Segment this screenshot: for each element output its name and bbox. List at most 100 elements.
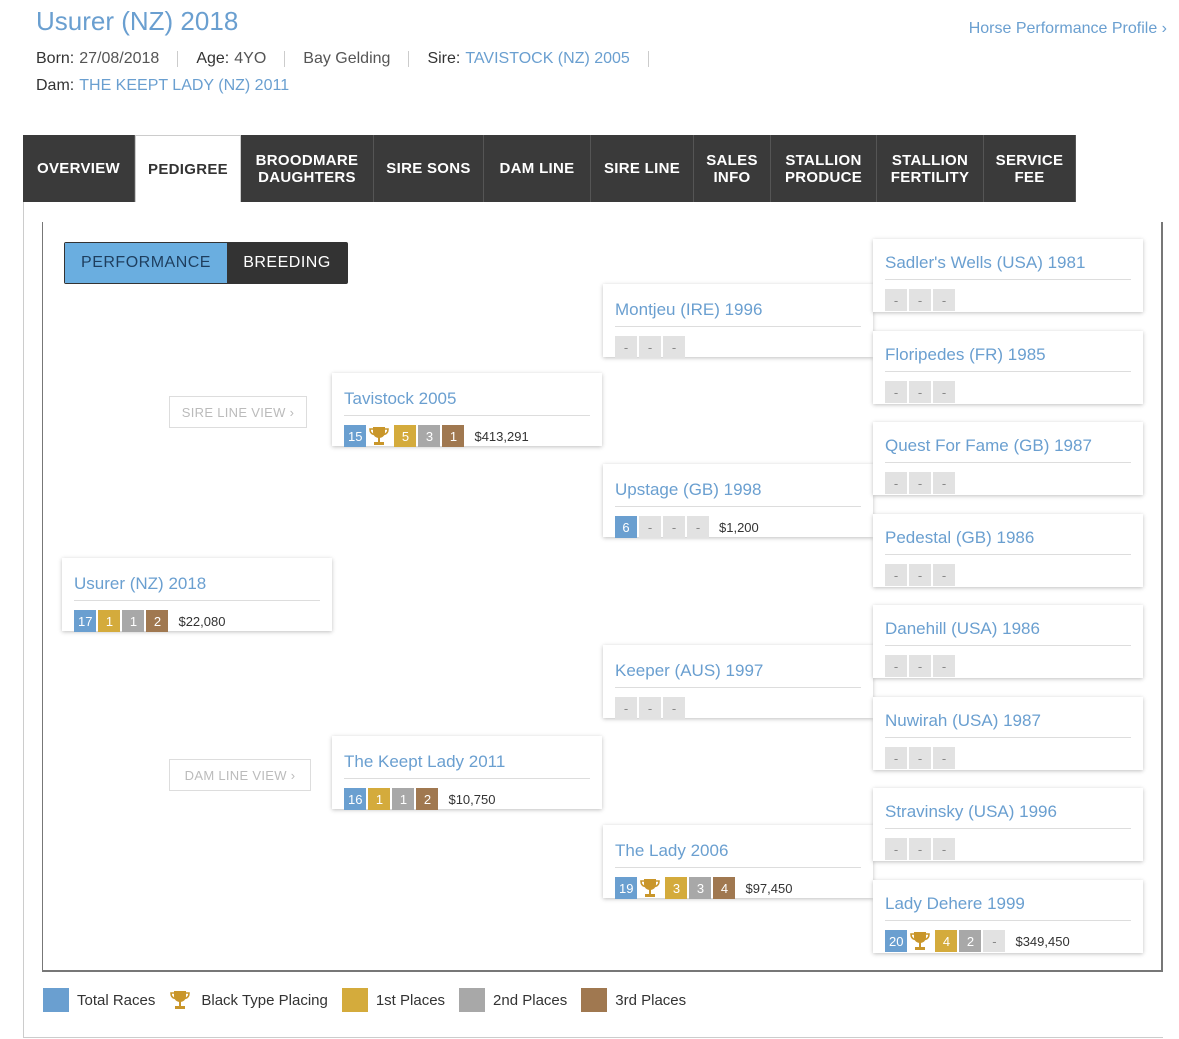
tab-broodmare-daughters[interactable]: BROODMARE DAUGHTERS bbox=[241, 135, 374, 202]
pedigree-card-dss[interactable]: Danehill (USA) 1986 - - - bbox=[873, 605, 1143, 678]
first-places-badge: - bbox=[909, 747, 931, 769]
horse-name[interactable]: Pedestal (GB) 1986 bbox=[885, 514, 1131, 555]
race-stats: 16 1 1 2 $10,750 bbox=[344, 788, 590, 810]
horse-name[interactable]: Tavistock 2005 bbox=[344, 373, 590, 416]
third-places-badge: - bbox=[687, 516, 709, 538]
horse-name[interactable]: The Lady 2006 bbox=[615, 825, 861, 868]
first-places-badge: 1 bbox=[368, 788, 391, 810]
horse-name[interactable]: The Keept Lady 2011 bbox=[344, 736, 590, 779]
horse-name[interactable]: Lady Dehere 1999 bbox=[885, 880, 1131, 921]
third-places-badge: - bbox=[983, 930, 1006, 952]
first-places-badge: - bbox=[909, 838, 931, 860]
first-places-badge: - bbox=[909, 655, 931, 677]
horse-name[interactable]: Keeper (AUS) 1997 bbox=[615, 645, 861, 688]
pedigree-card-sire-sire[interactable]: Montjeu (IRE) 1996 - - - bbox=[603, 284, 873, 358]
race-stats: - - - bbox=[885, 838, 1131, 860]
race-stats: 6 - - - $1,200 bbox=[615, 516, 861, 538]
trophy-icon bbox=[909, 930, 931, 952]
total-races-badge: 16 bbox=[344, 788, 367, 810]
tab-dam-line[interactable]: DAM LINE bbox=[484, 135, 591, 202]
race-stats: 15 5 3 1 $413,291 bbox=[344, 425, 590, 447]
tab-pedigree[interactable]: PEDIGREE bbox=[135, 135, 241, 202]
dam-line-view-button[interactable]: DAM LINE VIEW › bbox=[169, 759, 311, 791]
race-stats: - - - bbox=[885, 381, 1131, 403]
pedigree-card-dam-sire[interactable]: Keeper (AUS) 1997 - - - bbox=[603, 645, 873, 719]
horse-name[interactable]: Upstage (GB) 1998 bbox=[615, 464, 861, 507]
horse-name[interactable]: Sadler's Wells (USA) 1981 bbox=[885, 239, 1131, 280]
total-races-badge: - bbox=[885, 381, 907, 403]
prize-money: $22,080 bbox=[178, 613, 226, 629]
second-places-badge: - bbox=[933, 747, 955, 769]
second-places-badge: 3 bbox=[689, 877, 712, 899]
second-places-badge: 2 bbox=[959, 930, 982, 952]
performance-toggle-button[interactable]: PERFORMANCE bbox=[65, 243, 227, 283]
second-places-badge: - bbox=[933, 564, 955, 586]
pedigree-card-sds[interactable]: Quest For Fame (GB) 1987 - - - bbox=[873, 422, 1143, 495]
pedigree-card-sdd[interactable]: Pedestal (GB) 1986 - - - bbox=[873, 514, 1143, 587]
total-races-badge: 6 bbox=[615, 516, 637, 538]
first-places-badge: - bbox=[909, 289, 931, 311]
race-stats: - - - bbox=[615, 697, 861, 719]
page-title: Usurer (NZ) 2018 bbox=[36, 6, 239, 36]
prize-money: $349,450 bbox=[1015, 933, 1070, 949]
tab-stallion-produce[interactable]: STALLION PRODUCE bbox=[771, 135, 877, 202]
pedigree-card-self[interactable]: Usurer (NZ) 2018 17 1 1 2 $22,080 bbox=[62, 558, 332, 632]
tab-sire-sons[interactable]: SIRE SONS bbox=[374, 135, 484, 202]
pedigree-card-dds[interactable]: Stravinsky (USA) 1996 - - - bbox=[873, 788, 1143, 861]
first-places-badge: 5 bbox=[394, 425, 417, 447]
pedigree-card-ssd[interactable]: Floripedes (FR) 1985 - - - bbox=[873, 331, 1143, 404]
pedigree-card-dsd[interactable]: Nuwirah (USA) 1987 - - - bbox=[873, 697, 1143, 770]
dam-link[interactable]: THE KEEPT LADY (NZ) 2011 bbox=[79, 77, 290, 94]
view-toggle: PERFORMANCE BREEDING bbox=[64, 242, 348, 284]
swatch bbox=[43, 988, 69, 1012]
horse-name[interactable]: Nuwirah (USA) 1987 bbox=[885, 697, 1131, 738]
total-races-badge: - bbox=[615, 697, 637, 719]
first-places-badge: 3 bbox=[665, 877, 688, 899]
second-places-badge: - bbox=[663, 697, 685, 719]
horse-name[interactable]: Stravinsky (USA) 1996 bbox=[885, 788, 1131, 829]
content-border-bottom bbox=[23, 1037, 1163, 1038]
pedigree-card-sss[interactable]: Sadler's Wells (USA) 1981 - - - bbox=[873, 239, 1143, 312]
sire-line-view-button[interactable]: SIRE LINE VIEW › bbox=[169, 396, 307, 428]
total-races-badge: - bbox=[885, 289, 907, 311]
panel-border-right bbox=[1161, 222, 1163, 972]
horse-meta-row: Born: 27/08/2018 Age: 4YO Bay Gelding Si… bbox=[36, 50, 667, 68]
race-stats: 20 4 2 - $349,450 bbox=[885, 930, 1131, 952]
dam-label: Dam: bbox=[36, 77, 75, 94]
pedigree-card-sire-dam[interactable]: Upstage (GB) 1998 6 - - - $1,200 bbox=[603, 464, 873, 538]
pedigree-card-dam-dam[interactable]: The Lady 2006 19 3 3 4 $97,450 bbox=[603, 825, 873, 899]
horse-name[interactable]: Montjeu (IRE) 1996 bbox=[615, 284, 861, 327]
total-races-badge: - bbox=[615, 336, 637, 358]
race-stats: 17 1 1 2 $22,080 bbox=[74, 610, 320, 632]
sire-link[interactable]: TAVISTOCK (NZ) 2005 bbox=[465, 50, 630, 67]
second-places-badge: - bbox=[933, 381, 955, 403]
sire-label: Sire: bbox=[427, 50, 461, 67]
trophy-icon bbox=[169, 989, 191, 1011]
second-places-badge: 1 bbox=[122, 610, 145, 632]
pedigree-card-dam[interactable]: The Keept Lady 2011 16 1 1 2 $10,750 bbox=[332, 736, 602, 810]
third-places-badge: 2 bbox=[416, 788, 439, 810]
horse-performance-profile-link[interactable]: Horse Performance Profile › bbox=[968, 20, 1167, 37]
pedigree-card-sire[interactable]: Tavistock 2005 15 5 3 1 $413,291 bbox=[332, 373, 602, 447]
total-races-badge: 17 bbox=[74, 610, 97, 632]
first-places-badge: - bbox=[639, 336, 661, 358]
pedigree-card-ddd[interactable]: Lady Dehere 1999 20 4 2 - $349,450 bbox=[873, 880, 1143, 953]
horse-name[interactable]: Floripedes (FR) 1985 bbox=[885, 331, 1131, 372]
second-places-badge: - bbox=[933, 289, 955, 311]
second-places-badge: - bbox=[933, 472, 955, 494]
horse-name[interactable]: Quest For Fame (GB) 1987 bbox=[885, 422, 1131, 463]
swatch bbox=[581, 988, 608, 1012]
horse-name[interactable]: Danehill (USA) 1986 bbox=[885, 605, 1131, 646]
total-races-badge: - bbox=[885, 747, 907, 769]
breeding-toggle-button[interactable]: BREEDING bbox=[227, 243, 347, 283]
tab-sales-info[interactable]: SALES INFO bbox=[694, 135, 771, 202]
race-stats: - - - bbox=[885, 289, 1131, 311]
legend-first-places: 1st Places bbox=[341, 988, 445, 1012]
race-stats: - - - bbox=[885, 472, 1131, 494]
tab-service-fee[interactable]: SERVICE FEE bbox=[984, 135, 1076, 202]
tab-overview[interactable]: OVERVIEW bbox=[23, 135, 135, 202]
horse-name[interactable]: Usurer (NZ) 2018 bbox=[74, 558, 320, 601]
tab-stallion-fertility[interactable]: STALLION FERTILITY bbox=[877, 135, 984, 202]
second-places-badge: 1 bbox=[392, 788, 415, 810]
tab-sire-line[interactable]: SIRE LINE bbox=[591, 135, 694, 202]
